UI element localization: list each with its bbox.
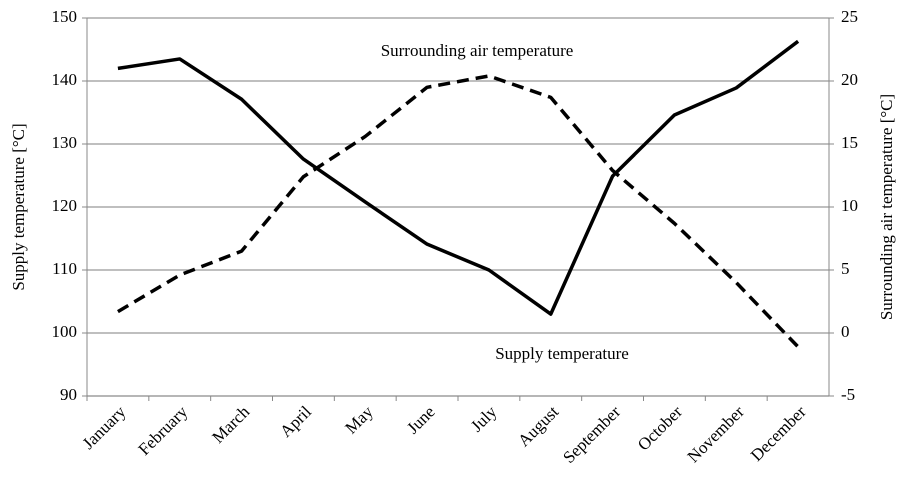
- series-line: [117, 39, 800, 316]
- y-tick-label: 120: [52, 196, 78, 215]
- y2-tick-label: 10: [841, 196, 858, 215]
- y2-tick-label: 15: [841, 133, 858, 152]
- x-tick-label: August: [514, 402, 562, 450]
- y-tick-label: 150: [52, 7, 78, 26]
- annotation: Supply temperature: [495, 344, 629, 363]
- y-tick-label: 140: [52, 70, 78, 89]
- series-line: [117, 74, 800, 349]
- y2-tick-label: 0: [841, 322, 850, 341]
- y2-tick-label: 20: [841, 70, 858, 89]
- x-tick-label: October: [634, 402, 686, 454]
- y2-tick-label: 5: [841, 259, 850, 278]
- x-tick-label: November: [684, 402, 748, 466]
- y2-axis-label: Surrounding air temperature [°C]: [877, 94, 896, 320]
- y-tick-label: 130: [52, 133, 78, 152]
- x-tick-label: March: [208, 402, 253, 447]
- x-tick-label: December: [747, 402, 810, 465]
- y2-tick-label: -5: [841, 385, 855, 404]
- x-tick-label: January: [79, 402, 130, 453]
- y-axis-label: Supply temperature [°C]: [9, 123, 28, 290]
- x-tick-label: September: [559, 402, 624, 467]
- x-tick-label: April: [276, 402, 315, 441]
- y-tick-label: 100: [52, 322, 78, 341]
- y-tick-label: 90: [60, 385, 77, 404]
- y2-tick-label: 25: [841, 7, 858, 26]
- annotation: Surrounding air temperature: [381, 41, 574, 60]
- x-tick-label: May: [341, 402, 377, 438]
- y-tick-label: 110: [52, 259, 77, 278]
- x-tick-label: February: [135, 402, 192, 459]
- x-tick-label: July: [467, 402, 501, 436]
- x-tick-label: June: [403, 402, 438, 437]
